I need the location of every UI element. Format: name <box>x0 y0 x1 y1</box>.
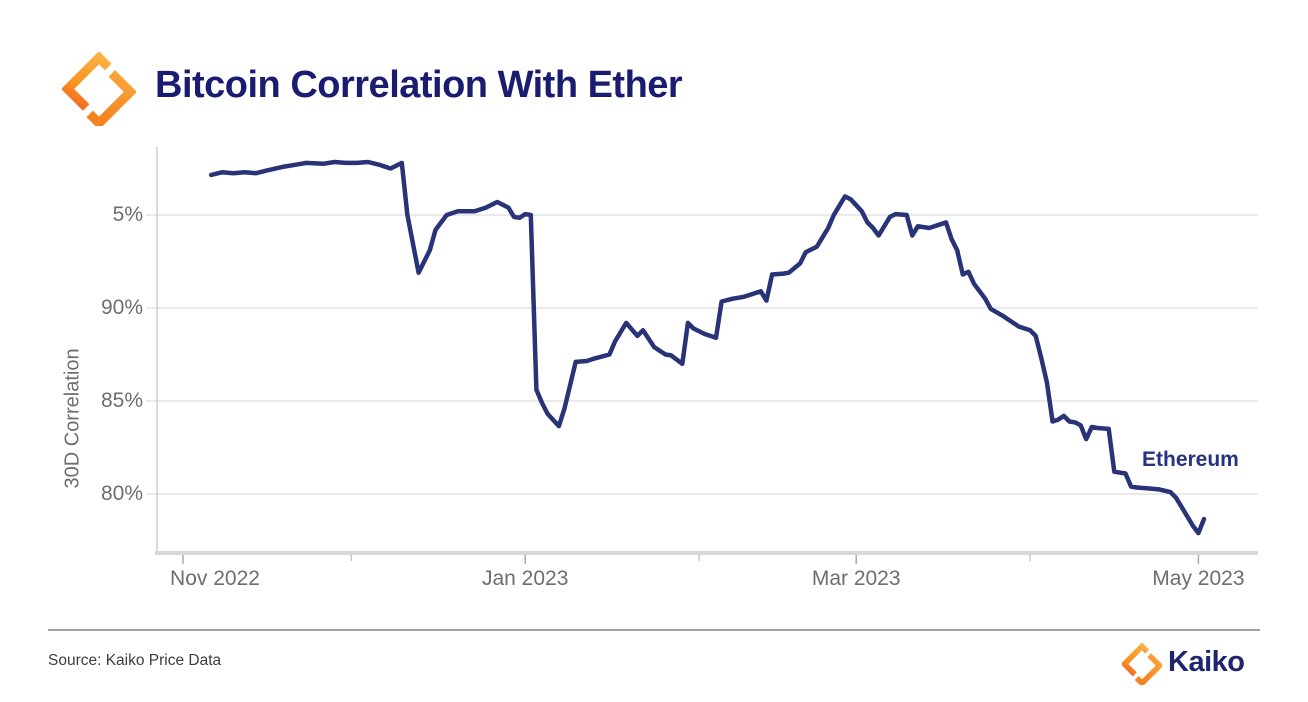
y-tick-label: 85% <box>100 389 143 412</box>
gridlines <box>146 214 1258 495</box>
page-title: Bitcoin Correlation With Ether <box>155 64 683 106</box>
ethereum-series-label: Ethereum <box>1142 448 1239 471</box>
ethereum-line-series <box>208 159 1207 536</box>
kaiko-brand-wordmark: Kaiko <box>1168 646 1245 678</box>
x-tick-label: May 2023 <box>1152 567 1245 590</box>
x-tick-label: Nov 2022 <box>170 567 260 590</box>
kaiko-logo-icon <box>62 52 136 126</box>
y-tick-label: 5% <box>112 203 143 226</box>
y-axis-title: 30D Correlation <box>61 348 84 489</box>
y-tick-label: 80% <box>100 482 143 505</box>
x-tick-label: Jan 2023 <box>481 567 569 590</box>
footer-divider <box>48 629 1260 631</box>
x-tick-label: Mar 2023 <box>811 567 901 590</box>
x-tick-marks <box>182 555 1200 564</box>
source-text: Source: Kaiko Price Data <box>48 652 222 669</box>
kaiko-footer-logo-icon <box>1122 643 1162 685</box>
y-tick-label: 90% <box>100 296 143 319</box>
